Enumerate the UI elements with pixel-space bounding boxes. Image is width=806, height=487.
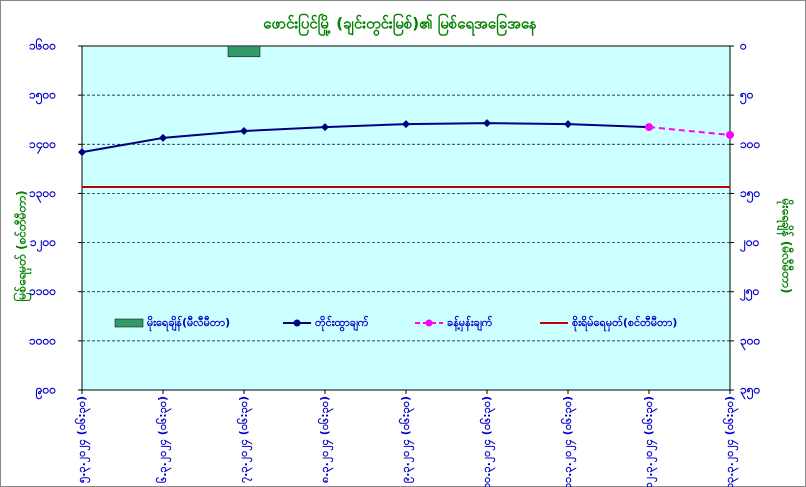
y-tick-label: ၁၄၀၀ xyxy=(29,137,56,155)
x-tick-label: ၅.၃.၂၀၂၄ (၀၆:၃၀) xyxy=(75,396,91,483)
legend-swatch xyxy=(114,318,144,328)
y-tick-label: ၁၂၀၀ xyxy=(30,235,56,253)
legend-label: တိုင်းထွာချက် xyxy=(315,315,369,332)
x-tick-label: ၁၃.၃.၂၀၂၄ (၀၆:၃၀) xyxy=(723,396,739,487)
point xyxy=(483,119,491,128)
point xyxy=(564,120,572,129)
y2-tick-label: ၀ xyxy=(739,39,747,53)
point xyxy=(726,130,734,139)
x-tick-label: ၈.၃.၂၀၂၄ (၀၆:၃၀) xyxy=(318,396,334,483)
y2-tick-label: ၁၀၀ xyxy=(740,137,761,151)
x-tick-label: ၁၀.၃.၂၀၂၄ (၀၆:၃၀) xyxy=(480,396,496,487)
x-tick-label: ၁၂.၃.၂၀၂၄ (၀၆:၃၀) xyxy=(642,396,658,487)
point xyxy=(645,123,653,132)
y-tick-label: ၁၀၀၀ xyxy=(29,333,56,347)
y2-tick-label: ၃၀၀ xyxy=(740,333,761,351)
legend-label: မိုးရေချိန်(မီလီမီတာ) xyxy=(147,315,230,332)
y-axis-label: မြစ်ရေမှတ် (စင်တီမီတာ) xyxy=(12,190,33,301)
y2-tick-label: ၂၅၀ xyxy=(739,284,760,302)
series-line xyxy=(81,122,650,154)
x-tick-label: ၉.၃.၂၀၂၄ (၀၆:၃၀) xyxy=(399,396,415,483)
legend-label: ခန့်မှန်းချက် xyxy=(447,315,493,332)
y2-tick-label: ၃၅၀ xyxy=(740,383,761,401)
point xyxy=(159,133,167,142)
y-tick-label: ၁၆၀၀ xyxy=(29,37,56,53)
y2-tick-label: ၁၅၀ xyxy=(740,186,761,204)
x-tick-label: ၆.၃.၂၀၂၄ (၀၆:၃၀) xyxy=(156,396,172,483)
legend-marker xyxy=(425,319,433,327)
series-line xyxy=(648,126,731,136)
y2-tick-label: ၅၀ xyxy=(739,88,754,106)
legend-marker xyxy=(293,319,301,327)
y2-axis-label: မိုးရေချိန် (မီလီမီတာ) xyxy=(776,198,796,294)
y-tick-label: ၁၅၀၀ xyxy=(29,88,56,106)
legend-label: စိုးရိမ်ရေမှတ်(စင်တီမီတာ) xyxy=(572,315,677,332)
point xyxy=(321,123,329,132)
point xyxy=(240,127,248,136)
point xyxy=(402,120,410,129)
y-tick-label: ၁၃၀၀ xyxy=(29,186,56,204)
y2-tick-label: ၂၀၀ xyxy=(739,235,760,253)
point xyxy=(78,148,86,157)
x-tick-label: ၇.၃.၂၀၂၄ (၀၆:၃၀) xyxy=(237,396,253,483)
y-tick-label: ၉၀၀ xyxy=(35,383,57,401)
x-tick-label: ၁၁.၃.၂၀၂၄ (၀၆:၃၀) xyxy=(561,396,577,487)
y-tick-label: ၁၁၀၀ xyxy=(29,284,56,298)
plot-area xyxy=(81,45,731,391)
rain-bar xyxy=(227,45,261,58)
